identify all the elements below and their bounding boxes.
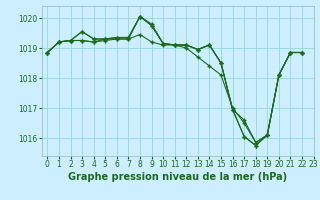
X-axis label: Graphe pression niveau de la mer (hPa): Graphe pression niveau de la mer (hPa) — [68, 172, 287, 182]
